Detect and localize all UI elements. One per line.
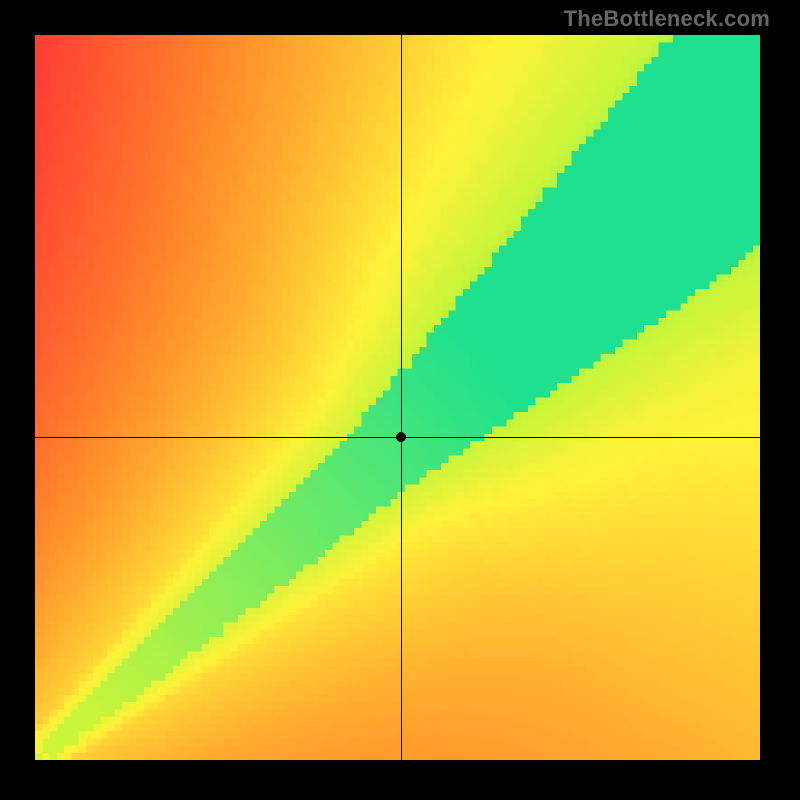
- chart-container: TheBottleneck.com: [0, 0, 800, 800]
- watermark-text: TheBottleneck.com: [564, 6, 770, 32]
- plot-area: [35, 35, 760, 760]
- marker-dot: [396, 432, 406, 442]
- heatmap-canvas: [35, 35, 760, 760]
- crosshair-vertical: [401, 35, 402, 760]
